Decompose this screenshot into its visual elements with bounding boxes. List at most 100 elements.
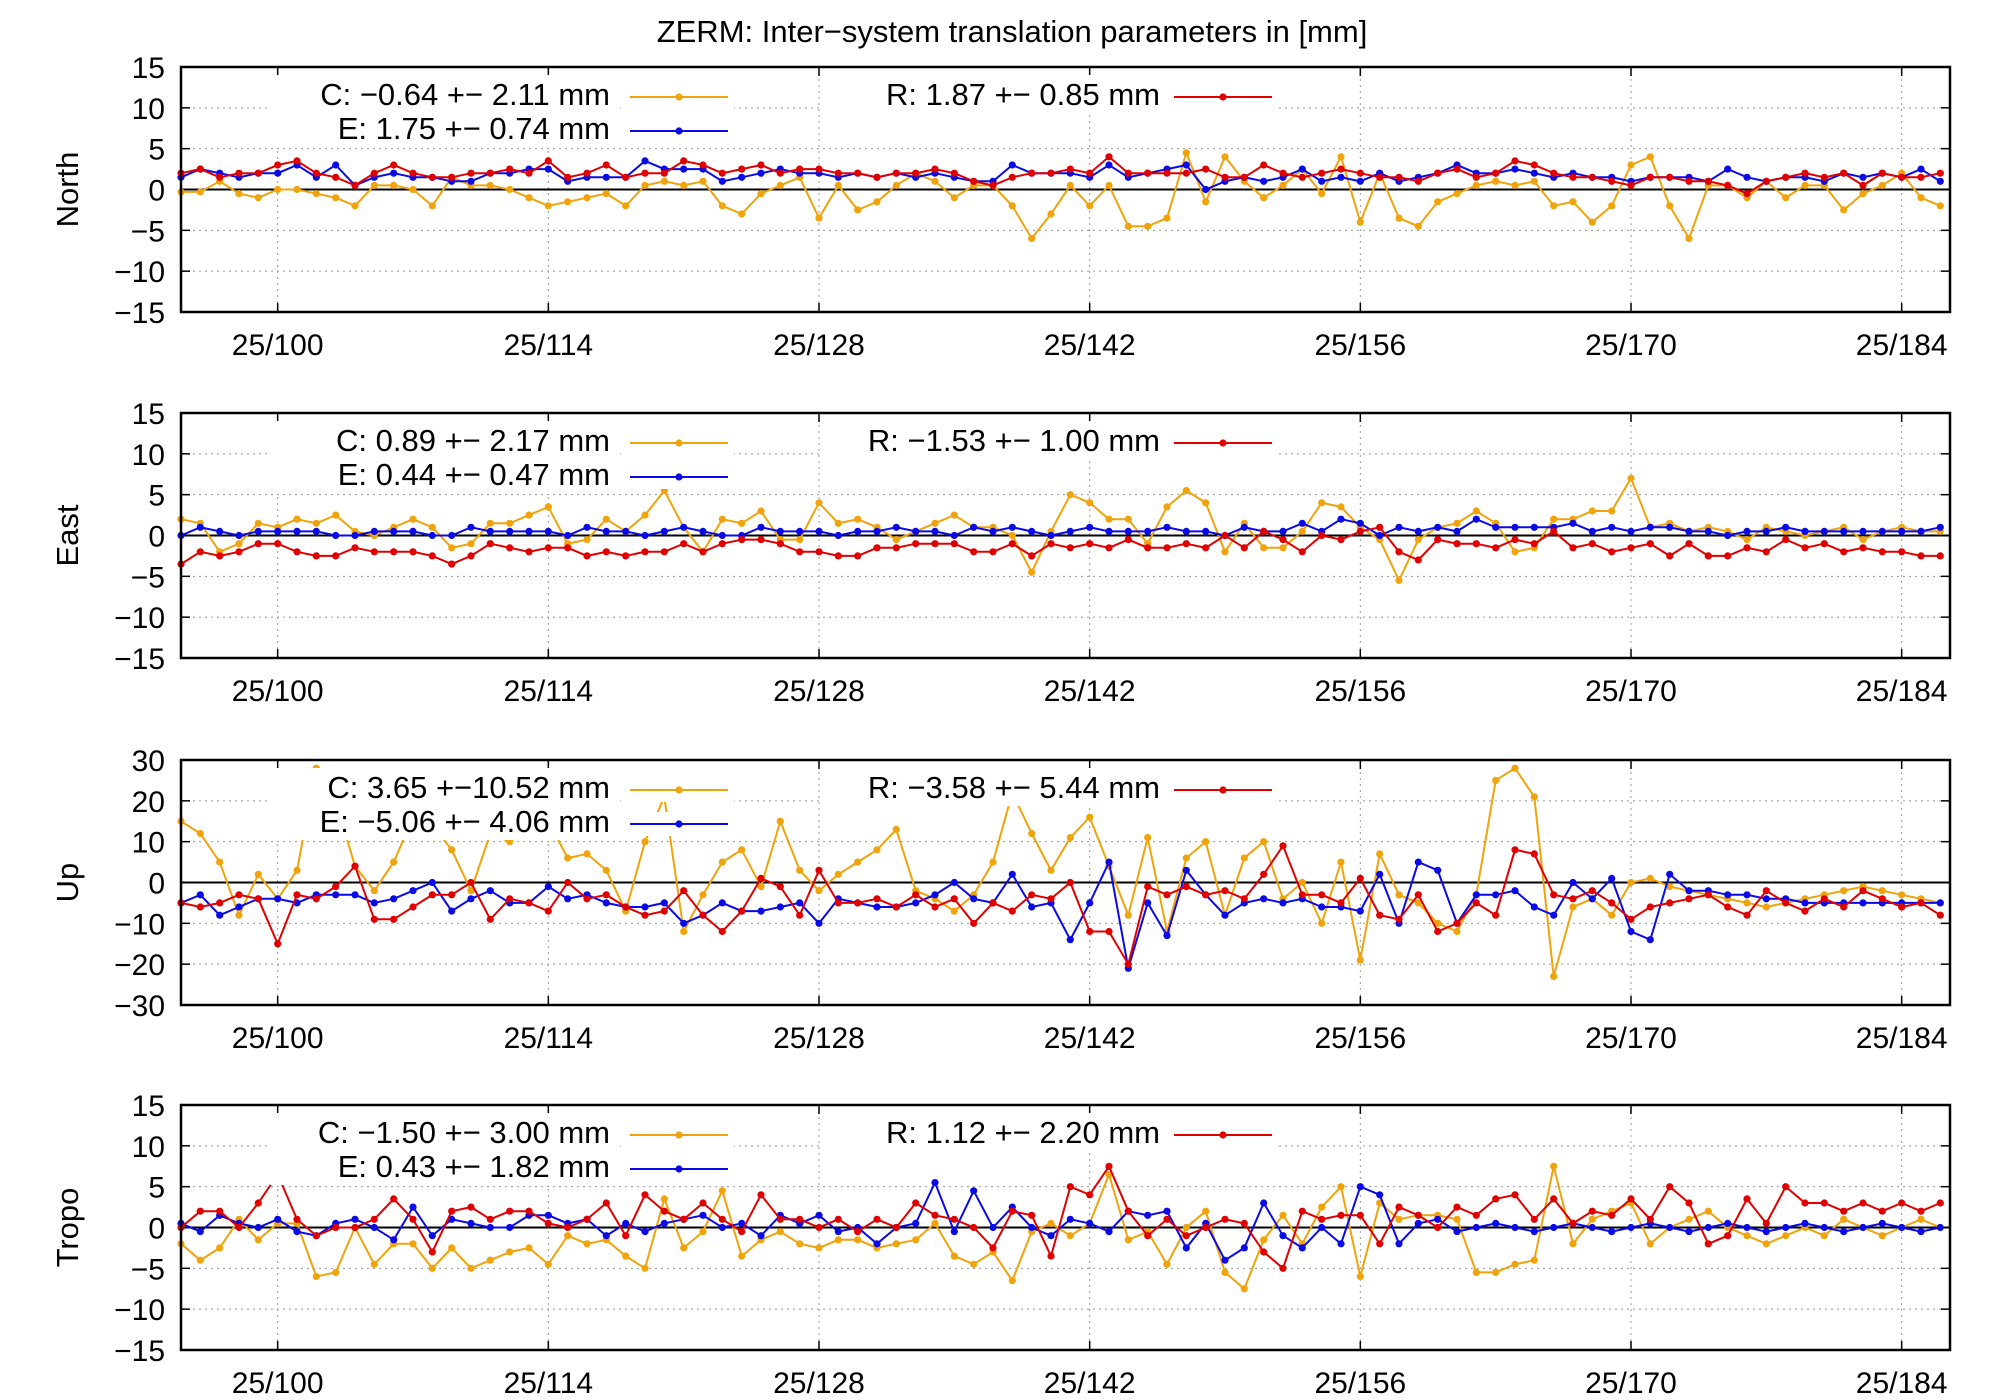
data-point-R xyxy=(1492,1195,1500,1203)
data-point-E xyxy=(1240,1244,1248,1252)
data-point-E xyxy=(1066,527,1074,536)
y-axis-label: East xyxy=(50,504,85,566)
data-point-R xyxy=(1318,531,1326,540)
data-point-R xyxy=(216,899,224,907)
data-point-E xyxy=(1182,866,1190,874)
data-point-R xyxy=(1124,169,1132,177)
data-point-E xyxy=(622,1219,630,1227)
data-point-E xyxy=(1337,515,1345,523)
data-point-C xyxy=(1859,190,1867,198)
data-point-R xyxy=(970,548,978,556)
data-point-E xyxy=(1704,1223,1712,1232)
data-point-R xyxy=(1820,1199,1828,1207)
data-point-R xyxy=(196,165,204,173)
data-point-E xyxy=(1414,858,1422,866)
data-point-R xyxy=(1453,165,1461,173)
data-point-R xyxy=(1530,540,1538,548)
data-point-R xyxy=(1240,544,1248,552)
data-point-R xyxy=(1646,1215,1654,1223)
data-point-E xyxy=(1202,185,1210,194)
legend-label-C: C: −0.64 +− 2.11 mm xyxy=(320,77,610,112)
data-point-E xyxy=(931,891,939,899)
data-point-E xyxy=(1337,1240,1345,1248)
data-point-R xyxy=(1840,548,1848,556)
data-point-E xyxy=(1762,895,1770,903)
data-point-R xyxy=(1047,895,1055,903)
y-tick-label: 15 xyxy=(132,1090,165,1123)
data-point-C xyxy=(1453,1215,1461,1223)
data-point-C xyxy=(660,1195,668,1203)
data-point-E xyxy=(254,527,262,536)
data-point-R xyxy=(1666,1183,1674,1191)
data-point-C xyxy=(854,515,862,523)
data-point-R xyxy=(1627,544,1635,552)
data-point-E xyxy=(602,527,610,536)
data-point-R xyxy=(448,1207,456,1215)
data-point-E xyxy=(1511,523,1519,531)
data-point-R xyxy=(1511,157,1519,165)
y-tick-label: 10 xyxy=(132,1131,165,1164)
data-point-E xyxy=(1704,527,1712,536)
data-point-C xyxy=(312,190,320,198)
data-point-E xyxy=(1840,1228,1848,1236)
data-point-C xyxy=(1840,887,1848,895)
data-point-C xyxy=(196,188,204,196)
data-point-R xyxy=(950,540,958,548)
data-point-C xyxy=(1144,834,1152,842)
data-point-R xyxy=(390,1195,398,1203)
data-point-C xyxy=(196,829,204,838)
data-point-R xyxy=(1878,169,1886,177)
data-point-R xyxy=(834,169,842,177)
data-point-C xyxy=(796,1240,804,1248)
data-point-R xyxy=(1202,891,1210,899)
data-point-R xyxy=(1376,173,1384,181)
data-point-E xyxy=(448,531,456,540)
data-point-R xyxy=(390,548,398,556)
data-point-R xyxy=(1221,531,1229,540)
legend-marker-C xyxy=(675,439,683,447)
data-point-E xyxy=(1221,911,1229,919)
data-point-R xyxy=(1124,960,1132,968)
legend-marker-R xyxy=(1219,93,1227,101)
data-point-C xyxy=(641,1264,649,1272)
data-point-R xyxy=(970,177,978,185)
data-point-R xyxy=(950,1215,958,1223)
data-point-R xyxy=(1550,527,1558,536)
data-point-E xyxy=(1859,1223,1867,1232)
data-point-C xyxy=(1318,919,1326,927)
y-tick-label: 10 xyxy=(132,93,165,126)
data-point-R xyxy=(970,1223,978,1232)
data-point-E xyxy=(1279,527,1287,536)
data-point-R xyxy=(1820,895,1828,903)
data-point-R xyxy=(1550,1195,1558,1203)
data-point-C xyxy=(815,214,823,222)
data-point-R xyxy=(796,165,804,173)
data-point-E xyxy=(776,527,784,536)
data-point-C xyxy=(1472,1268,1480,1276)
data-point-E xyxy=(1743,527,1751,536)
data-point-C xyxy=(1743,899,1751,907)
data-point-R xyxy=(1782,899,1790,907)
data-point-R xyxy=(1685,895,1693,903)
data-point-R xyxy=(312,169,320,177)
data-point-E xyxy=(1492,891,1500,899)
data-point-E xyxy=(409,887,417,895)
data-point-E xyxy=(660,899,668,907)
data-point-R xyxy=(1395,915,1403,923)
data-point-R xyxy=(776,1215,784,1223)
data-point-R xyxy=(680,887,688,895)
data-point-C xyxy=(1840,206,1848,214)
data-point-E xyxy=(757,1232,765,1240)
data-point-E xyxy=(1318,1223,1326,1232)
data-point-C xyxy=(1066,834,1074,842)
data-point-E xyxy=(1917,165,1925,173)
data-point-E xyxy=(1840,527,1848,536)
data-point-C xyxy=(1298,878,1306,887)
data-point-R xyxy=(1936,169,1944,177)
data-point-C xyxy=(254,870,262,878)
data-point-C xyxy=(1414,899,1422,907)
data-point-C xyxy=(1704,1207,1712,1215)
data-point-E xyxy=(1472,891,1480,899)
data-point-R xyxy=(544,1219,552,1227)
data-point-E xyxy=(989,1223,997,1232)
